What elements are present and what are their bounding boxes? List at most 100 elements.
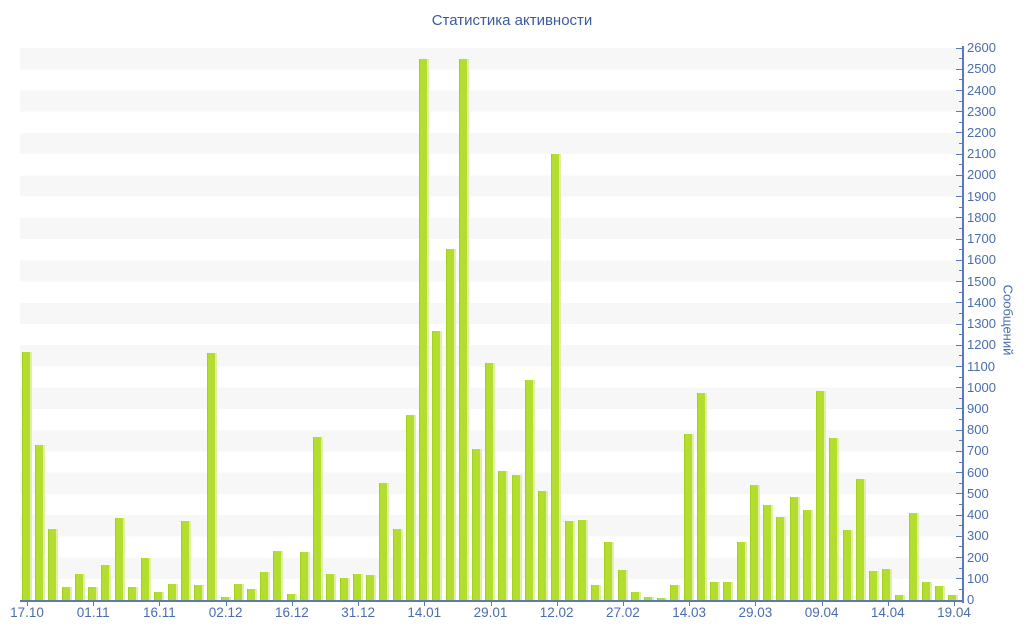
bar — [683, 434, 694, 600]
bar — [419, 58, 430, 600]
bar — [948, 594, 959, 600]
x-tick — [954, 602, 955, 606]
bar — [644, 596, 655, 600]
y-tick-label: 1600 — [967, 252, 996, 268]
x-tick-label: 12.02 — [539, 605, 574, 620]
y-minor-tick — [959, 482, 963, 484]
x-tick-label: 16.11 — [143, 605, 176, 620]
bar — [167, 584, 178, 600]
bar — [246, 589, 257, 600]
bar — [313, 436, 324, 600]
x-tick — [689, 602, 691, 606]
bar — [802, 509, 813, 600]
bar — [392, 528, 403, 600]
bar — [260, 572, 271, 600]
y-minor-tick — [959, 206, 963, 208]
y-tick-label: 2600 — [967, 40, 996, 55]
x-tick-label: 01.11 — [76, 605, 110, 620]
y-tick — [956, 323, 963, 325]
bar — [458, 58, 469, 600]
y-tick — [956, 450, 963, 452]
bar — [233, 584, 244, 600]
bar — [339, 577, 350, 600]
bar — [61, 587, 72, 600]
y-tick — [956, 196, 963, 198]
y-minor-tick — [959, 440, 963, 442]
x-tick-label: 19.04 — [937, 605, 971, 620]
y-minor-tick — [959, 461, 963, 463]
bar — [789, 497, 800, 600]
bar — [895, 594, 906, 600]
bar — [352, 573, 363, 600]
y-minor-tick — [959, 355, 963, 357]
y-tick — [956, 68, 963, 70]
bar — [154, 591, 165, 600]
y-minor-tick — [959, 397, 963, 399]
y-tick-label: 1000 — [967, 379, 996, 395]
bar — [445, 248, 456, 600]
y-tick-label: 1200 — [967, 337, 996, 353]
bar — [114, 518, 125, 600]
y-tick — [956, 535, 963, 537]
bar — [511, 474, 522, 600]
y-minor-tick — [959, 334, 963, 336]
bar — [379, 483, 390, 600]
bar — [564, 521, 575, 600]
y-minor-tick — [959, 588, 963, 590]
y-minor-tick — [959, 270, 963, 272]
bar — [207, 352, 218, 600]
y-axis-line — [962, 46, 964, 603]
y-minor-tick — [959, 525, 963, 527]
bar — [88, 587, 99, 600]
x-tick — [490, 602, 492, 606]
x-tick — [622, 602, 624, 606]
y-tick — [956, 557, 963, 558]
y-tick — [956, 259, 963, 261]
y-tick-label: 1800 — [967, 209, 996, 225]
bar — [405, 415, 416, 600]
y-tick-label: 2000 — [967, 167, 996, 183]
x-tick-label: 14.03 — [672, 605, 706, 620]
bar — [127, 587, 138, 600]
y-tick — [956, 514, 963, 516]
y-tick-label: 600 — [967, 464, 989, 480]
y-tick-label: 2500 — [967, 61, 996, 77]
bar — [591, 585, 602, 600]
bar — [829, 437, 840, 600]
y-minor-tick — [959, 567, 963, 569]
y-tick-label: 2100 — [967, 146, 996, 162]
y-tick-label: 1700 — [967, 231, 996, 247]
bar — [657, 597, 668, 600]
x-tick — [291, 602, 293, 606]
y-tick — [956, 578, 963, 580]
x-tick — [93, 602, 95, 606]
bar — [577, 520, 588, 600]
y-tick — [956, 472, 963, 474]
bar — [696, 393, 707, 600]
x-tick-label: 31.12 — [341, 605, 375, 620]
bar — [736, 541, 747, 600]
y-tick — [956, 599, 963, 601]
y-tick-label: 700 — [967, 443, 989, 459]
bar — [471, 449, 482, 600]
y-minor-tick — [959, 185, 963, 187]
y-minor-tick — [959, 121, 963, 123]
y-tick — [956, 387, 963, 389]
x-tick — [424, 602, 426, 606]
y-tick-label: 500 — [967, 485, 989, 501]
y-tick — [956, 47, 963, 49]
bar — [617, 570, 628, 600]
y-tick — [956, 217, 963, 219]
y-minor-tick — [959, 249, 963, 251]
y-minor-tick — [959, 143, 963, 144]
y-tick-label: 2400 — [967, 82, 996, 98]
chart-title: Статистика активности — [431, 12, 593, 29]
bar — [180, 521, 191, 600]
x-tick-label: 09.04 — [804, 605, 839, 620]
y-tick — [956, 302, 963, 304]
y-tick — [956, 344, 963, 346]
bar — [855, 479, 866, 600]
bar — [432, 331, 443, 600]
bar — [935, 586, 946, 600]
